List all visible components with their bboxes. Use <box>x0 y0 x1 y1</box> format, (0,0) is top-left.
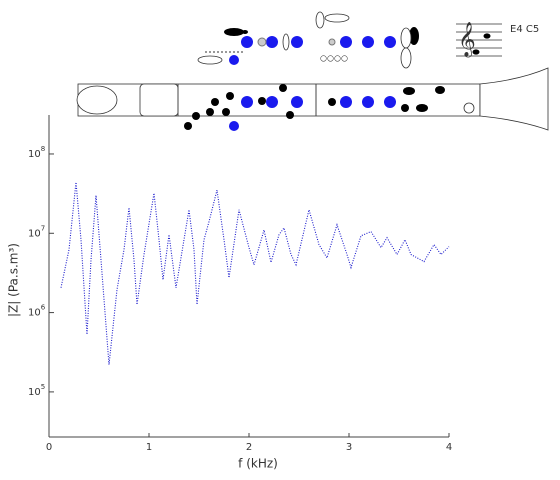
note-label: E4 C5 <box>510 24 539 35</box>
x-tick-label: 3 <box>346 442 352 453</box>
x-tick-label: 0 <box>46 442 52 453</box>
clef: 𝄞 <box>458 22 476 58</box>
y-tick-exponent: 7 <box>41 224 45 232</box>
keys: ○○○○ <box>320 54 348 63</box>
y-tick-base: 10 <box>28 228 41 239</box>
y-tick-exponent: 6 <box>41 304 46 312</box>
y-tick-label: 106 <box>28 304 46 319</box>
y-axis-label: |Z| (Pa.s.m³) <box>7 243 21 317</box>
y-tick-label: 108 <box>28 145 45 160</box>
clarinet-diagram: ○○○○ 𝄞 E4 C5 <box>76 11 549 131</box>
y-tick-exponent: 8 <box>41 145 45 153</box>
x-tick-label: 1 <box>146 442 152 453</box>
x-tick-label: 4 <box>446 442 452 453</box>
impedance-line <box>60 182 450 365</box>
y-tick-label: 105 <box>28 383 45 398</box>
y-tick-label: 107 <box>28 224 45 239</box>
y-tick-base: 10 <box>28 387 41 398</box>
y-tick-base: 10 <box>28 308 41 319</box>
x-tick-label: 2 <box>246 442 252 453</box>
x-axis-label: f (kHz) <box>238 457 278 471</box>
y-tick-exponent: 5 <box>41 383 45 391</box>
y-tick-base: 10 <box>28 149 41 160</box>
